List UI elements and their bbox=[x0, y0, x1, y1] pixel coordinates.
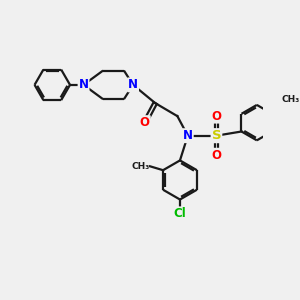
Text: Cl: Cl bbox=[174, 207, 186, 220]
Text: O: O bbox=[212, 149, 221, 162]
Text: S: S bbox=[212, 129, 221, 142]
Text: N: N bbox=[79, 78, 88, 92]
Text: CH₃: CH₃ bbox=[282, 95, 300, 104]
Text: N: N bbox=[128, 78, 138, 92]
Text: N: N bbox=[183, 129, 193, 142]
Text: CH₃: CH₃ bbox=[131, 162, 149, 171]
Text: O: O bbox=[212, 110, 221, 123]
Text: O: O bbox=[140, 116, 150, 129]
